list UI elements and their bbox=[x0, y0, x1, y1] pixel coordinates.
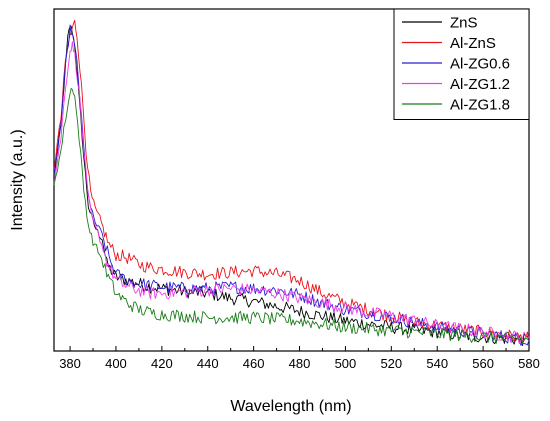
legend-label: ZnS bbox=[450, 15, 478, 32]
x-tick-label: 460 bbox=[243, 356, 265, 371]
x-tick-label: 540 bbox=[426, 356, 448, 371]
legend-box bbox=[393, 8, 530, 120]
x-tick-label: 380 bbox=[59, 356, 81, 371]
x-tick-label: 520 bbox=[380, 356, 402, 371]
series-layer bbox=[53, 19, 530, 347]
x-tick-label: 500 bbox=[335, 356, 357, 371]
plot-frame bbox=[53, 8, 530, 352]
x-tick-label: 560 bbox=[472, 356, 494, 371]
series-line-al-zg1-8 bbox=[53, 87, 530, 344]
legend: ZnS Al-ZnS Al-ZG0.6 Al-ZG1.2 Al-ZG1.8 bbox=[393, 8, 530, 120]
x-tick-label: 420 bbox=[151, 356, 173, 371]
legend-label: Al-ZnS bbox=[450, 35, 496, 52]
x-tick-label: 400 bbox=[105, 356, 127, 371]
x-tick-label: 480 bbox=[289, 356, 311, 371]
series-line-al-zg1-2 bbox=[53, 41, 530, 344]
legend-label: Al-ZG0.6 bbox=[450, 56, 510, 73]
x-axis-title: Wavelength (nm) bbox=[230, 398, 351, 415]
y-axis-title: Intensity (a.u.) bbox=[9, 129, 26, 230]
x-tick-label: 440 bbox=[197, 356, 219, 371]
legend-label: Al-ZG1.8 bbox=[450, 97, 510, 114]
x-tick-label: 580 bbox=[518, 356, 540, 371]
x-axis-ticks: 380 400 420 440 460 480 500 520 540 560 580 bbox=[59, 346, 540, 371]
legend-label: Al-ZG1.2 bbox=[450, 76, 510, 93]
